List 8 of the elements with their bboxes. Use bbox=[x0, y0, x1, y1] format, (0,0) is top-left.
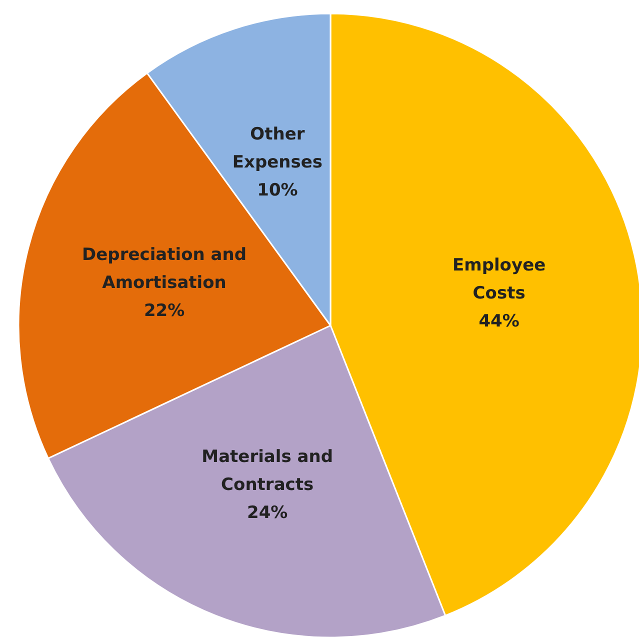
data-label: 10% bbox=[257, 180, 298, 200]
slice-label: Other Expenses bbox=[232, 124, 323, 172]
data-label: 24% bbox=[246, 503, 288, 524]
slice-label: Employee Costs bbox=[452, 255, 546, 304]
data-label: 44% bbox=[478, 311, 520, 332]
slice-label: Depreciation and Amortisation bbox=[82, 244, 247, 293]
slice-label: Materials and Contracts bbox=[202, 447, 334, 496]
data-label: 22% bbox=[144, 300, 185, 321]
